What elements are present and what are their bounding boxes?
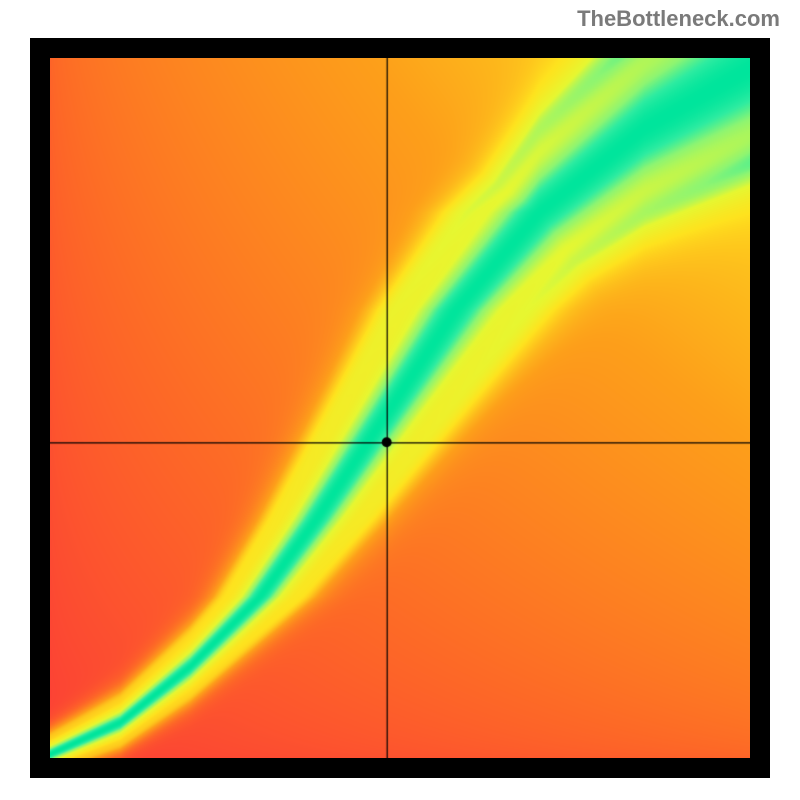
watermark-text: TheBottleneck.com [577, 6, 780, 32]
plot-frame [30, 38, 770, 778]
chart-container: TheBottleneck.com [0, 0, 800, 800]
heatmap-canvas [50, 58, 750, 758]
